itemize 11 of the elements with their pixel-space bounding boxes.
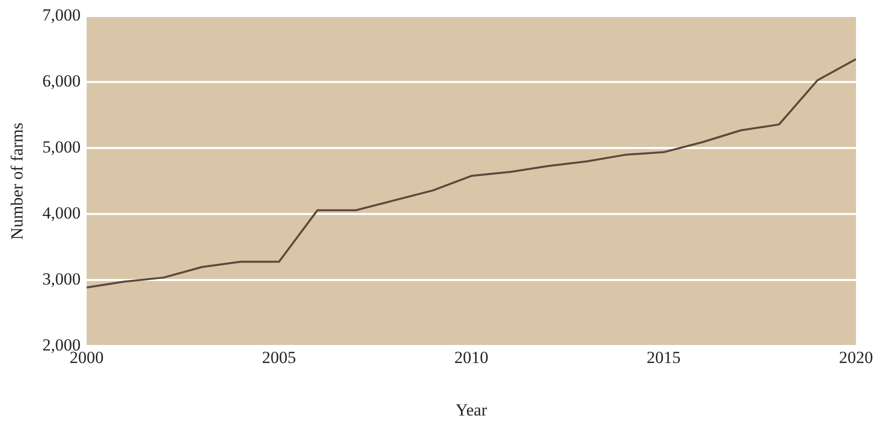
y-tick-label: 4,000	[42, 204, 81, 223]
x-tick-label: 2010	[454, 348, 488, 367]
x-tick-label: 2005	[262, 348, 296, 367]
y-tick-label: 7,000	[42, 6, 81, 25]
y-tick-label: 6,000	[42, 72, 81, 91]
y-axis-title: Number of farms	[8, 122, 27, 240]
x-tick-label: 2020	[839, 348, 873, 367]
y-tick-label: 3,000	[42, 270, 81, 289]
y-tick-label: 5,000	[42, 138, 81, 157]
x-axis-title: Year	[456, 400, 488, 420]
x-tick-label: 2015	[646, 348, 681, 367]
